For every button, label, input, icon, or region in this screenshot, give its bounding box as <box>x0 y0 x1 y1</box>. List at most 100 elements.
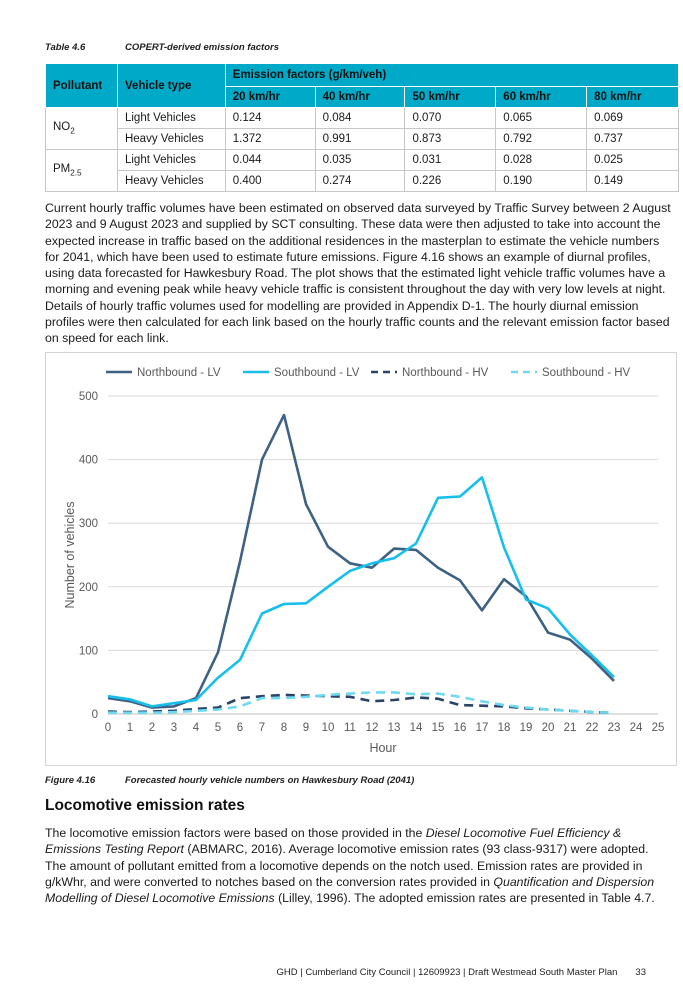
value-cell: 0.025 <box>586 149 679 171</box>
value-cell: 0.124 <box>224 107 316 129</box>
x-tick-label: 1 <box>127 722 133 734</box>
value-cell: 0.226 <box>404 170 497 192</box>
report-title: Quantification and Dispersion Modelling … <box>45 874 655 906</box>
text-run: (Lilley, 1996). The adopted emission rat… <box>274 891 655 906</box>
footer-text: GHD | Cumberland City Council | 12609923… <box>276 967 618 978</box>
x-tick-label: 16 <box>454 722 467 734</box>
series-line <box>108 691 615 715</box>
series-line <box>107 476 615 708</box>
x-tick-label: 12 <box>366 722 379 734</box>
x-tick-label: 14 <box>410 722 423 734</box>
page-footer: GHD | Cumberland City Council | 12609923… <box>276 967 646 978</box>
x-tick-label: 22 <box>586 722 599 734</box>
table-row: Heavy Vehicles 1.372 0.991 0.873 0.792 0… <box>46 128 679 150</box>
figure-title: Forecasted hourly vehicle numbers on Haw… <box>125 775 415 786</box>
pollutant-subscript: 2.5 <box>70 168 82 178</box>
vehicle-cell: Light Vehicles <box>116 107 226 129</box>
x-tick-label: 24 <box>630 722 643 734</box>
x-tick-label: 23 <box>608 722 621 734</box>
table-header-row: Pollutant Vehicle type Emission factors … <box>45 63 680 108</box>
value-cell: 0.028 <box>495 149 588 171</box>
value-cell: 0.031 <box>404 149 497 171</box>
x-tick-label: 25 <box>652 722 665 734</box>
locomotive-paragraph: The locomotive emission factors were bas… <box>45 825 671 906</box>
figure-caption: Figure 4.16 Forecasted hourly vehicle num… <box>45 775 414 786</box>
x-tick-label: 21 <box>564 722 577 734</box>
x-tick-label: 11 <box>344 722 356 734</box>
chart-frame: 0 100 200 300 400 500 0 1 2 3 4 5 6 7 8 9 10 11 12 13 14 15 16… <box>45 352 677 766</box>
text-run: The locomotive emission factors were bas… <box>45 826 426 840</box>
x-tick-label: 2 <box>149 722 155 734</box>
pollutant-cell: PM2.5 <box>45 149 118 192</box>
report-title: Diesel Locomotive Fuel Efficiency & Emis… <box>45 826 622 857</box>
header-vehicle-type: Vehicle type <box>116 63 226 108</box>
value-cell: 0.873 <box>404 128 497 150</box>
legend-label: Northbound - LV <box>137 367 221 379</box>
value-cell: 0.991 <box>314 128 406 150</box>
value-cell: 0.070 <box>404 107 497 129</box>
y-tick-label: 400 <box>79 455 98 467</box>
x-tick-label: 3 <box>171 722 177 734</box>
value-cell: 0.084 <box>314 107 406 129</box>
x-tick-label: 5 <box>215 722 221 734</box>
value-cell: 0.044 <box>224 149 316 171</box>
header-speed: 20 km/hr <box>224 86 316 108</box>
x-tick-label: 9 <box>303 722 309 734</box>
table-caption: Table 4.6 COPERT-derived emission factors <box>45 42 279 53</box>
vehicle-cell: Light Vehicles <box>116 149 226 171</box>
emission-factors-table: Pollutant Vehicle type Emission factors … <box>45 63 680 192</box>
header-speed: 80 km/hr <box>586 86 679 108</box>
legend-label: Southbound - HV <box>542 367 631 379</box>
x-tick-label: 19 <box>520 722 533 734</box>
table-number: Table 4.6 <box>45 42 86 53</box>
x-tick-label: 4 <box>193 722 200 734</box>
header-speed: 60 km/hr <box>495 86 588 108</box>
x-tick-label: 8 <box>281 722 287 734</box>
section-heading: Locomotive emission rates <box>45 797 245 814</box>
header-speed: 40 km/hr <box>314 86 406 108</box>
value-cell: 0.190 <box>495 170 588 192</box>
vehicle-cell: Heavy Vehicles <box>116 170 226 192</box>
x-tick-label: 6 <box>237 722 243 734</box>
x-tick-label: 0 <box>105 722 111 734</box>
table-row: NO2 Light Vehicles 0.124 0.084 0.070 0.0… <box>45 107 679 150</box>
y-axis-title: Number of vehicles <box>63 502 77 609</box>
value-cell: 1.372 <box>224 128 316 150</box>
value-cell: 0.792 <box>495 128 588 150</box>
y-tick-label: 500 <box>79 391 98 403</box>
table-title: COPERT-derived emission factors <box>125 42 279 53</box>
value-cell: 0.737 <box>586 128 679 150</box>
pollutant-name: NO <box>53 121 71 134</box>
y-tick-label: 0 <box>92 709 98 721</box>
header-emission-factors: Emission factors (g/km/veh) <box>224 63 680 87</box>
value-cell: 0.035 <box>314 149 406 171</box>
header-speed: 50 km/hr <box>404 86 497 108</box>
pollutant-subscript: 2 <box>70 126 75 136</box>
x-tick-label: 17 <box>476 722 489 734</box>
x-tick-label: 18 <box>498 722 511 734</box>
pollutant-cell: NO2 <box>45 107 118 150</box>
x-tick-label: 20 <box>542 722 555 734</box>
value-cell: 0.065 <box>495 107 588 129</box>
y-tick-label: 300 <box>79 518 98 530</box>
value-cell: 0.400 <box>224 170 316 192</box>
x-tick-label: 15 <box>432 722 445 734</box>
x-tick-label: 7 <box>259 722 265 734</box>
table-row: Heavy Vehicles 0.400 0.274 0.226 0.190 0… <box>46 170 679 192</box>
value-cell: 0.149 <box>586 170 679 192</box>
x-tick-label: 10 <box>322 722 335 734</box>
x-axis-title: Hour <box>369 741 396 755</box>
header-pollutant: Pollutant <box>45 63 118 108</box>
figure-number: Figure 4.16 <box>45 775 96 786</box>
text-run: (ABMARC, 2016). Average locomotive emiss… <box>45 842 649 889</box>
traffic-volume-paragraph: Current hourly traffic volumes have been… <box>45 201 671 346</box>
legend-label: Southbound - LV <box>274 367 360 379</box>
x-tick-label: 13 <box>388 722 401 734</box>
page-number: 33 <box>635 967 646 978</box>
vehicle-cell: Heavy Vehicles <box>116 128 226 150</box>
legend-label: Northbound - HV <box>402 367 489 379</box>
series-line <box>107 413 615 709</box>
y-tick-label: 100 <box>79 645 98 657</box>
pollutant-name: PM <box>53 163 71 176</box>
